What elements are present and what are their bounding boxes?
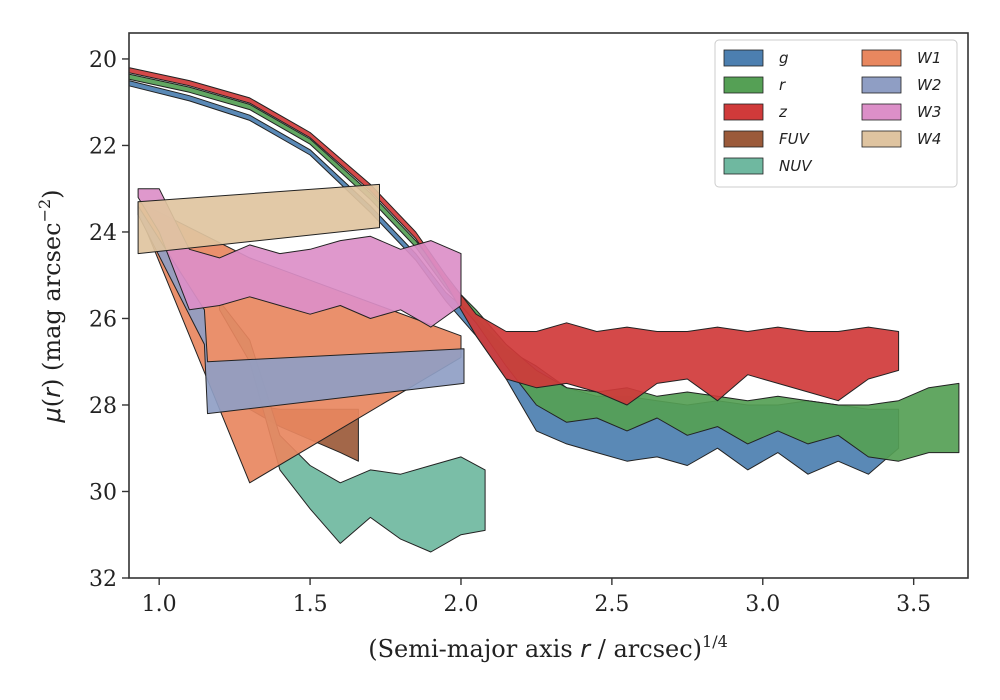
legend-swatch-nuv [723, 157, 764, 175]
series-band-nuv [219, 300, 486, 553]
legend-swatch-w1 [861, 49, 902, 67]
legend: grz FUV NUV W1 W2 W3 W4 [714, 39, 958, 188]
legend-label-z: z [778, 103, 788, 121]
y-tick-label: 28 [89, 394, 117, 419]
legend-swatch-w4 [861, 130, 902, 148]
y-tick-label: 20 [89, 48, 117, 73]
legend-label-nuv: NUV [779, 157, 813, 175]
y-tick-label: 26 [89, 307, 117, 332]
y-axis-title: μ(r) (mag arcsec−2) [35, 189, 66, 423]
legend-label-w2: W2 [917, 76, 941, 94]
legend-label-w3: W3 [917, 103, 941, 121]
legend-label-fuv: FUV [779, 130, 811, 148]
legend-swatch-r [723, 76, 764, 94]
plot-frame [128, 32, 969, 579]
legend-swatch-w2 [861, 76, 902, 94]
x-axis-title: (Semi-major axis r / arcsec)1/4 [368, 632, 728, 663]
legend-swatch-fuv [723, 130, 764, 148]
legend-swatch-g [723, 49, 764, 67]
series-layer [128, 67, 960, 553]
x-tick-label: 1.0 [142, 592, 177, 617]
legend-swatch-z [723, 103, 764, 121]
series-band-w3 [137, 188, 462, 328]
y-tick-label: 22 [89, 134, 117, 159]
legend-label-w1: W1 [917, 49, 941, 67]
y-tick-label: 32 [89, 567, 117, 592]
x-tick-label: 1.5 [293, 592, 328, 617]
x-tick-label: 2.0 [443, 592, 478, 617]
x-tick-label: 3.0 [745, 592, 780, 617]
legend-label-g: g [779, 49, 789, 67]
x-tick-label: 2.5 [594, 592, 629, 617]
legend-swatch-w3 [861, 103, 902, 121]
series-band-w4 [137, 183, 380, 255]
series-band-w2 [137, 205, 465, 415]
ticks-layer: 1.0 1.5 2.0 2.5 3.0 3.5 20 22 24 26 28 30 32 [89, 48, 931, 617]
x-tick-label: 3.5 [896, 592, 931, 617]
y-tick-label: 30 [89, 480, 117, 505]
y-tick-label: 24 [89, 221, 117, 246]
legend-label-r: r [779, 76, 786, 94]
legend-label-w4: W4 [917, 130, 941, 148]
